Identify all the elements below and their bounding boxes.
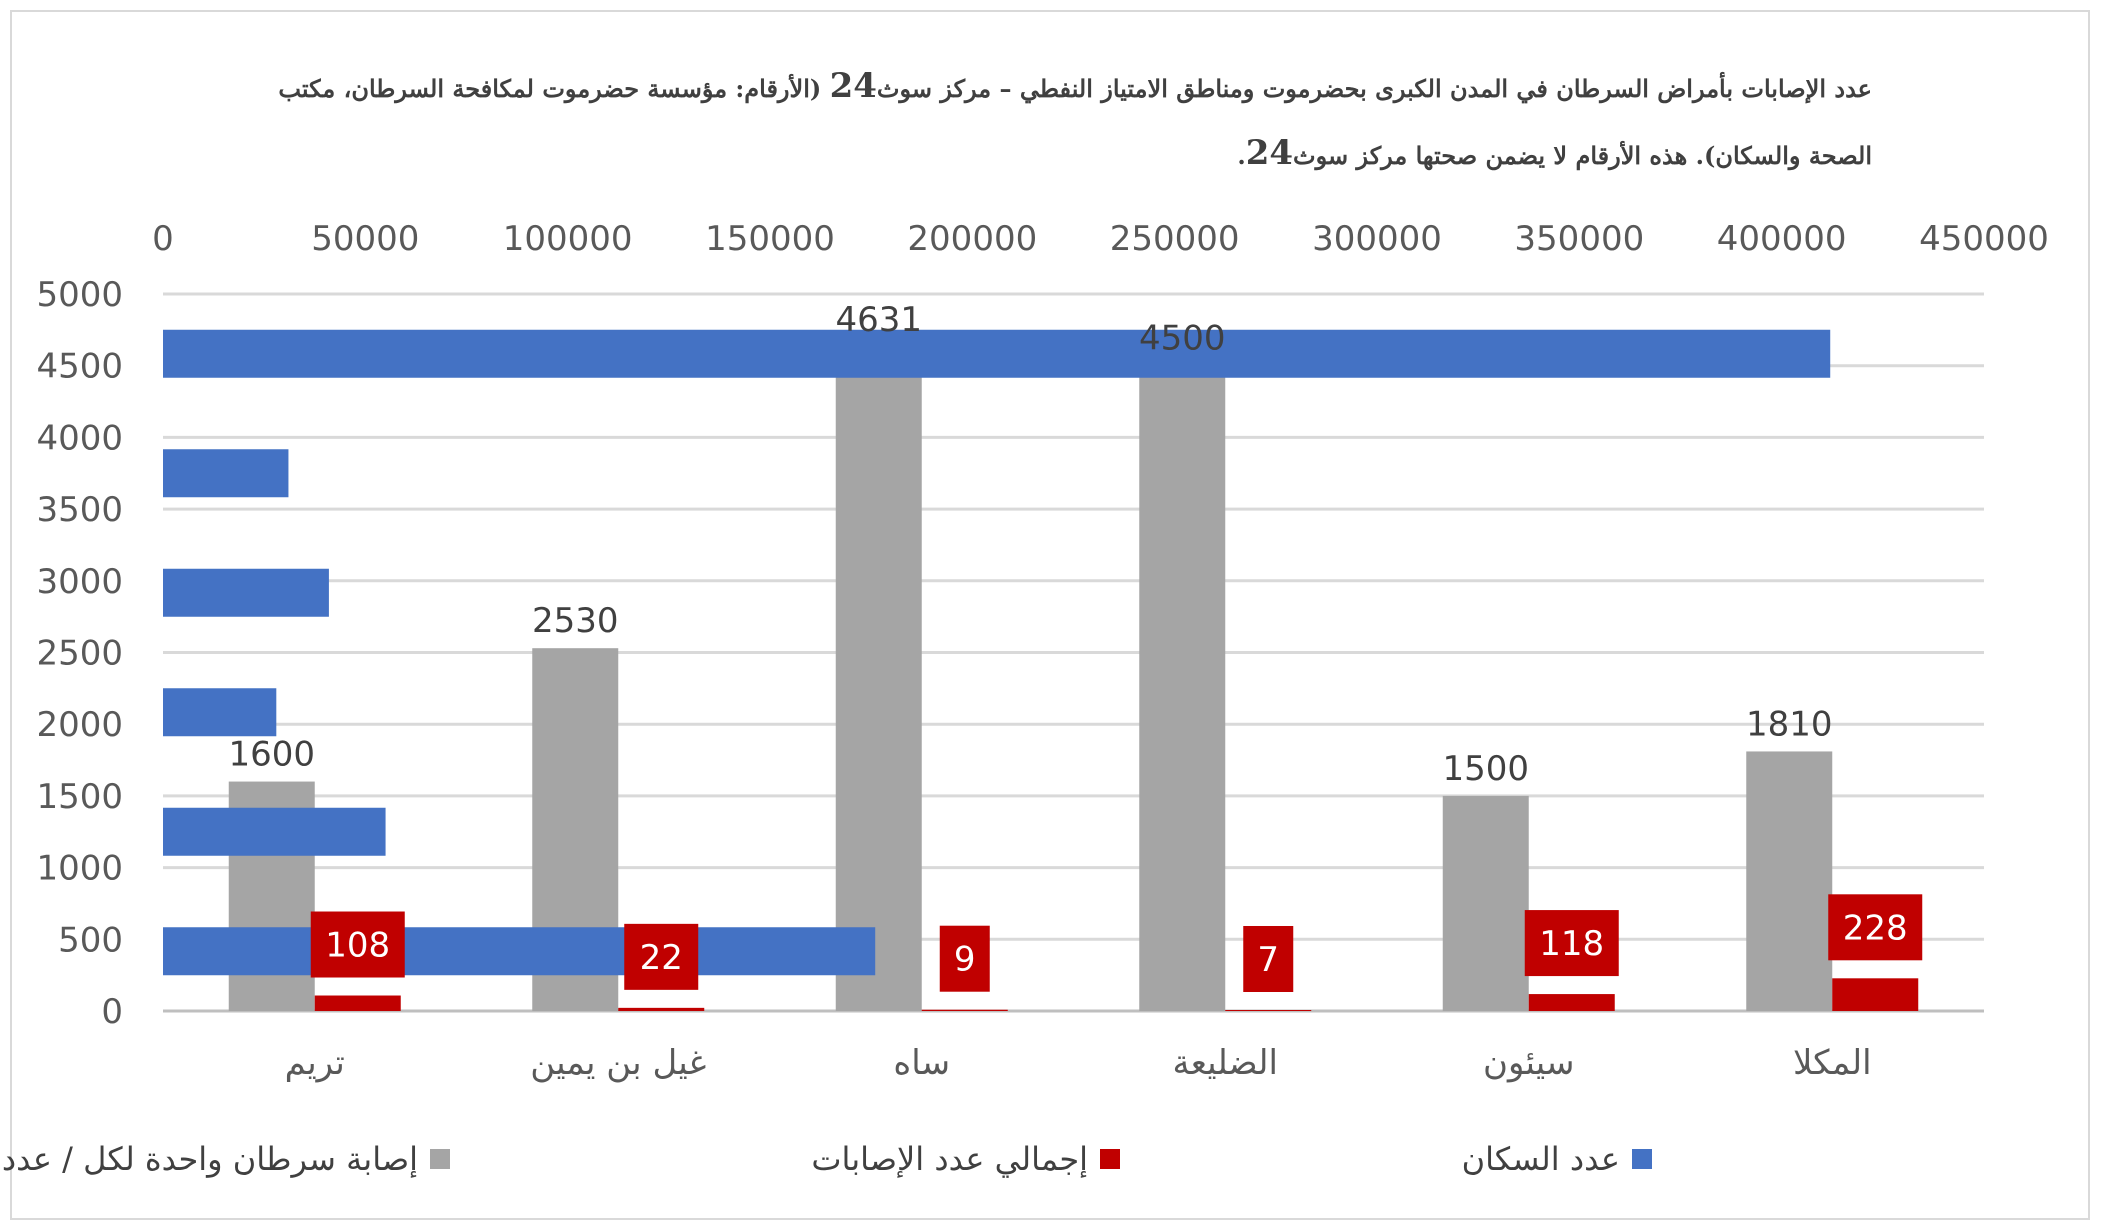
- data-label-per-capita: 4631: [835, 300, 922, 340]
- bar-population: [163, 568, 329, 617]
- bar-total-cases: [921, 1009, 1008, 1011]
- chart-frame: [10, 10, 2090, 1220]
- legend-item: إجمالي عدد الإصابات: [811, 1134, 1120, 1184]
- title-line1-number: 24: [829, 66, 877, 106]
- bar-per-capita: [1139, 365, 1226, 1011]
- category-label: ساه: [893, 1043, 950, 1083]
- data-label-box: [624, 923, 699, 990]
- category-label: تريم: [285, 1043, 345, 1083]
- bar-population: [163, 688, 277, 737]
- legend-swatch: [1632, 1149, 1652, 1169]
- y-tick-label: 3500: [36, 490, 123, 530]
- y-tick-label: 2000: [36, 705, 123, 745]
- x2-tick-label: 100000: [503, 219, 633, 259]
- data-label-box: [1243, 925, 1294, 992]
- data-label-total-cases: 228: [1843, 908, 1908, 948]
- data-label-total-cases: 118: [1539, 924, 1604, 964]
- x2-tick-label: 200000: [907, 219, 1037, 259]
- bar-total-cases: [314, 995, 401, 1011]
- y-tick-label: 5000: [36, 275, 123, 315]
- category-label: غيل بن يمين: [530, 1043, 706, 1083]
- x2-tick-label: 250000: [1110, 219, 1240, 259]
- legend-label: عدد السكان: [1461, 1140, 1620, 1178]
- data-label-total-cases: 9: [954, 940, 976, 980]
- chart-legend: عدد السكان إجمالي عدد الإصابات إصابة سرطان…: [0, 1134, 2102, 1184]
- legend-label: إجمالي عدد الإصابات: [811, 1140, 1088, 1178]
- category-label: الضليعة: [1173, 1043, 1278, 1083]
- data-label-box: [939, 925, 990, 992]
- title-line2-number: 24: [1245, 133, 1294, 173]
- x2-tick-label: 350000: [1514, 219, 1644, 259]
- bar-population: [163, 927, 876, 976]
- chart-title: عدد الإصابات بأمراض السرطان في المدن الك…: [230, 54, 1872, 188]
- y-tick-label: 1500: [36, 777, 123, 817]
- data-label-total-cases: 22: [640, 938, 683, 978]
- category-label: المكلا: [1793, 1043, 1872, 1083]
- y-tick-label: 1000: [36, 849, 123, 889]
- legend-item: إصابة سرطان واحدة لكل / عدد سكان: [0, 1134, 450, 1184]
- bar-per-capita: [1442, 795, 1529, 1011]
- x2-tick-label: 150000: [705, 219, 835, 259]
- x2-tick-label: 450000: [1919, 219, 2049, 259]
- y-tick-label: 500: [58, 920, 123, 960]
- legend-item: عدد السكان: [1462, 1134, 1652, 1184]
- category-label: سيئون: [1483, 1043, 1575, 1083]
- y-tick-label: 2500: [36, 634, 123, 674]
- bar-per-capita: [1746, 751, 1833, 1011]
- title-line2-text: الصحة والسكان). هذه الأرقام لا يضمن صحته…: [1293, 141, 1872, 170]
- legend-label: إصابة سرطان واحدة لكل / عدد سكان: [0, 1140, 418, 1178]
- data-label-total-cases: 108: [325, 926, 390, 966]
- bar-population: [163, 807, 386, 856]
- data-label-per-capita: 4500: [1139, 319, 1226, 359]
- y-tick-label: 4000: [36, 418, 123, 458]
- data-label-per-capita: 1500: [1442, 749, 1529, 789]
- data-label-box: [1524, 910, 1619, 977]
- bar-per-capita: [835, 346, 922, 1011]
- title-line1-rest: (الأرقام: مؤسسة حضرموت لمكافحة السرطان، …: [278, 74, 830, 103]
- x2-tick-label: 300000: [1312, 219, 1442, 259]
- y-tick-label: 4500: [36, 347, 123, 387]
- legend-swatch: [430, 1149, 450, 1169]
- bar-total-cases: [1832, 978, 1919, 1011]
- x2-tick-label: 50000: [311, 219, 419, 259]
- x2-tick-label: 0: [152, 219, 174, 259]
- data-label-per-capita: 2530: [532, 601, 619, 641]
- legend-swatch: [1100, 1149, 1120, 1169]
- title-line1-text: عدد الإصابات بأمراض السرطان في المدن الك…: [876, 74, 1872, 103]
- bar-total-cases: [1528, 994, 1615, 1011]
- bar-total-cases: [618, 1007, 705, 1011]
- data-label-total-cases: 7: [1257, 940, 1279, 980]
- bar-population: [163, 329, 1831, 378]
- data-label-per-capita: 1810: [1746, 704, 1833, 744]
- y-tick-label: 0: [101, 992, 123, 1032]
- title-line2-rest: .: [1237, 141, 1246, 170]
- bar-total-cases: [1225, 1009, 1312, 1011]
- data-label-box: [1828, 894, 1923, 961]
- data-label-box: [310, 911, 405, 978]
- x2-tick-label: 400000: [1717, 219, 1847, 259]
- y-tick-label: 3000: [36, 562, 123, 602]
- bar-population: [163, 449, 289, 498]
- data-label-per-capita: 1600: [228, 735, 315, 775]
